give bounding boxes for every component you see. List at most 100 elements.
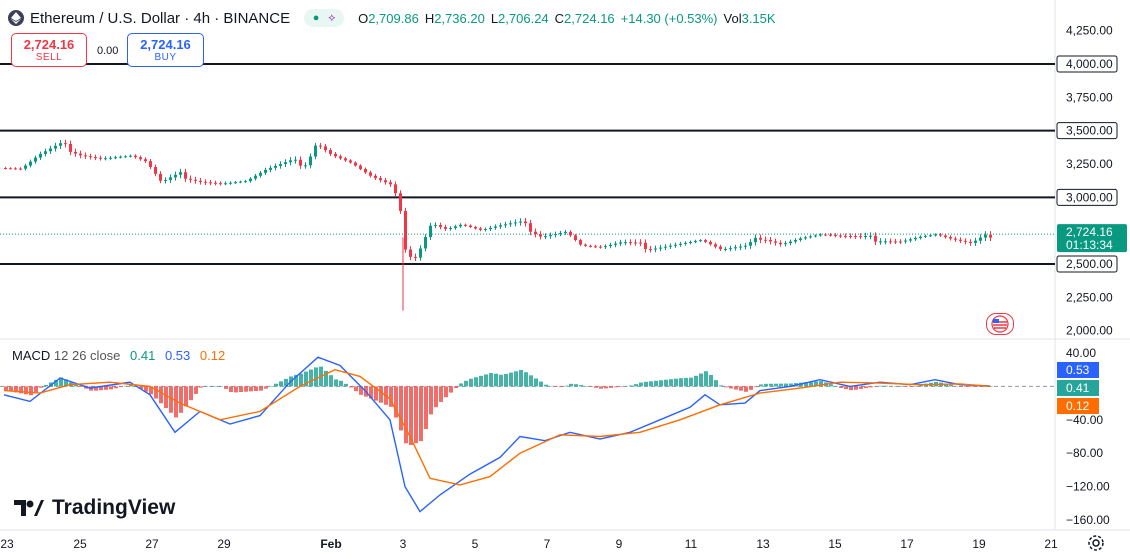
macd-hist-bar bbox=[889, 385, 893, 387]
candle-body bbox=[304, 165, 307, 167]
candle-body bbox=[974, 240, 977, 243]
macd-hist-bar bbox=[599, 386, 603, 389]
candle-body bbox=[624, 242, 627, 244]
candle-body bbox=[504, 224, 507, 226]
candle-body bbox=[499, 225, 502, 227]
candle-body bbox=[94, 157, 97, 158]
macd-hist-bar bbox=[179, 386, 183, 413]
candle-body bbox=[934, 234, 937, 236]
macd-hist-bar bbox=[819, 381, 823, 387]
gear-icon[interactable] bbox=[1087, 534, 1105, 552]
time-tick-label: 21 bbox=[1044, 537, 1058, 551]
macd-hist-bar bbox=[804, 382, 808, 387]
sell-button[interactable]: 2,724.16 SELL bbox=[11, 33, 87, 67]
candle-body bbox=[674, 244, 677, 246]
candle-body bbox=[419, 248, 422, 258]
candle-body bbox=[779, 242, 782, 245]
candle-body bbox=[244, 181, 247, 183]
macd-hist-bar bbox=[854, 386, 858, 390]
candle-body bbox=[69, 144, 72, 152]
candle-body bbox=[484, 229, 487, 231]
macd-hist-bar bbox=[899, 386, 903, 387]
candle-body bbox=[724, 248, 727, 250]
macd-value-label: 0.41 bbox=[1066, 381, 1090, 395]
candle-body bbox=[124, 156, 127, 158]
macd-hist-bar bbox=[744, 386, 748, 392]
horizontal-levels[interactable] bbox=[0, 55, 1118, 273]
candle-body bbox=[324, 146, 327, 151]
macd-hist-bar bbox=[169, 386, 173, 413]
macd-hist-bar bbox=[694, 375, 698, 387]
macd-hist-bar bbox=[554, 386, 558, 387]
candle-body bbox=[899, 241, 902, 243]
candle-body bbox=[79, 153, 82, 156]
macd-hist-bar bbox=[124, 385, 128, 387]
macd-hist-bar bbox=[434, 386, 438, 408]
open-label: O bbox=[358, 10, 369, 26]
candle-body bbox=[989, 234, 992, 238]
buy-button[interactable]: 2,724.16 BUY bbox=[127, 33, 204, 67]
macd-hist-bar bbox=[374, 386, 378, 401]
candle-body bbox=[784, 243, 787, 245]
candle-body bbox=[389, 182, 392, 185]
macd-legend[interactable]: MACD 12 26 close 0.41 0.53 0.12 bbox=[12, 348, 225, 363]
macd-hist-bar bbox=[344, 383, 348, 387]
candle-body bbox=[729, 248, 732, 250]
macd-hist-bar bbox=[614, 386, 618, 388]
us-flag-icon[interactable] bbox=[986, 313, 1014, 335]
candle-body bbox=[679, 243, 682, 245]
ohlc-values: O 2,709.86 H 2,736.20 L 2,706.24 C 2,724.16 … bbox=[358, 11, 776, 26]
macd-hist-bar bbox=[769, 383, 773, 387]
candle-body bbox=[399, 193, 402, 211]
candle-body bbox=[89, 156, 92, 158]
candle-body bbox=[14, 168, 17, 170]
macd-hist-bar bbox=[884, 385, 888, 387]
candle-body bbox=[99, 157, 102, 159]
macd-hist-bar bbox=[809, 381, 813, 387]
close-value: 2,724.16 bbox=[564, 10, 615, 26]
macd-tick-label: −160.00 bbox=[1066, 513, 1110, 527]
candle-body bbox=[139, 157, 142, 160]
macd-hist-bar bbox=[974, 386, 978, 387]
candle-body bbox=[829, 234, 832, 236]
candle-body bbox=[684, 242, 687, 244]
macd-hist-bar bbox=[119, 386, 123, 388]
candle-body bbox=[274, 165, 277, 168]
macd-hist-bar bbox=[299, 373, 303, 387]
symbol-title[interactable]: Ethereum / U.S. Dollar · 4h · BINANCE bbox=[30, 9, 291, 27]
candle-body bbox=[169, 177, 172, 180]
macd-signal-line bbox=[3, 368, 991, 486]
macd-hist-bar bbox=[314, 367, 318, 387]
tradingview-icon bbox=[14, 500, 44, 516]
candle-body bbox=[289, 160, 292, 163]
macd-hist-bar bbox=[629, 385, 633, 387]
macd-hist-bar bbox=[649, 381, 653, 387]
candle-body bbox=[574, 235, 577, 240]
candle-body bbox=[474, 227, 477, 229]
macd-hist-bar bbox=[959, 386, 963, 388]
candle-body bbox=[374, 175, 377, 179]
macd-hist-bar bbox=[99, 386, 103, 391]
macd-hist-bar bbox=[334, 379, 338, 387]
candle-body bbox=[864, 236, 867, 237]
macd-hist-bar bbox=[864, 386, 868, 389]
macd-hist-bar bbox=[754, 386, 758, 388]
tradingview-logo[interactable]: TradingView bbox=[14, 496, 175, 520]
macd-hist-bar bbox=[514, 371, 518, 387]
last-price-label: 2,724.16 bbox=[1066, 225, 1113, 239]
candle-body bbox=[669, 245, 672, 247]
candle-body bbox=[549, 235, 552, 237]
candle-body bbox=[689, 242, 692, 243]
macd-hist-bar bbox=[249, 386, 253, 392]
macd-value-tag bbox=[1057, 380, 1099, 396]
macd-hist-bar bbox=[459, 383, 463, 387]
time-tick-label: 19 bbox=[972, 537, 986, 551]
indicator-pill[interactable]: ● ⟡ bbox=[304, 9, 345, 27]
macd-hist-bar bbox=[774, 383, 778, 387]
candle-body bbox=[754, 237, 757, 243]
macd-hist-bar bbox=[639, 382, 643, 387]
macd-hist-bar bbox=[409, 386, 413, 446]
macd-hist-bar bbox=[399, 386, 403, 431]
candle-body bbox=[444, 226, 447, 229]
